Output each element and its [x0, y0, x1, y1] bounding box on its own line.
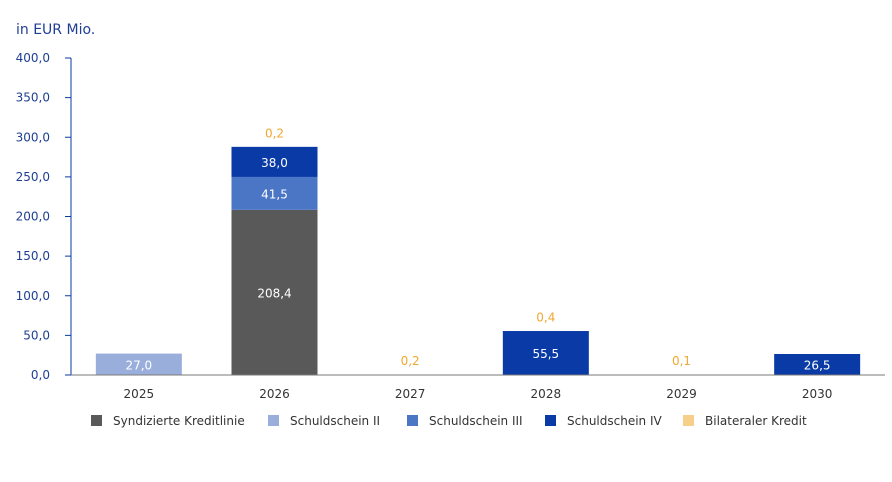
- legend-label-schuldschein-ii: Schuldschein II: [290, 414, 380, 428]
- y-tick-label: 200,0: [16, 210, 50, 224]
- legend-swatch-bilateraler-kredit: [683, 415, 694, 426]
- y-tick-label: 250,0: [16, 170, 50, 184]
- bar-syndizierte-kreditlinie-2026: [231, 209, 318, 375]
- x-tick-label: 2030: [802, 387, 833, 401]
- legend-label-bilateraler-kredit: Bilateraler Kredit: [705, 414, 807, 428]
- legend-label-schuldschein-iv: Schuldschein IV: [567, 414, 663, 428]
- x-tick-label: 2025: [124, 387, 155, 401]
- legend-swatch-schuldschein-ii: [268, 415, 279, 426]
- legend-swatch-schuldschein-iii: [407, 415, 418, 426]
- bar-schuldschein-iv-2026: [231, 146, 318, 177]
- bar-schuldschein-iv-2028: [502, 331, 589, 375]
- y-tick-label: 400,0: [16, 51, 50, 65]
- data-label-schuldschein-iii-2026: 41,5: [261, 187, 288, 201]
- data-label-schuldschein-iv-2028: 55,5: [532, 347, 559, 361]
- x-tick-label: 2029: [666, 387, 697, 401]
- y-tick-label: 0,0: [31, 368, 50, 382]
- data-label-bilateraler-kredit-2028: 0,4: [536, 311, 555, 325]
- legend-label-schuldschein-iii: Schuldschein III: [429, 414, 523, 428]
- data-label-schuldschein-iv-2026: 38,0: [261, 156, 288, 170]
- data-label-syndizierte-kreditlinie-2026: 208,4: [257, 286, 291, 300]
- data-label-bilateraler-kredit-2026: 0,2: [265, 127, 284, 141]
- bar-schuldschein-iv-2030: [774, 353, 861, 375]
- data-label-bilateraler-kredit-2029: 0,1: [672, 354, 691, 368]
- legend-swatch-schuldschein-iv: [545, 415, 556, 426]
- data-label-bilateraler-kredit-2027: 0,2: [401, 354, 420, 368]
- y-tick-label: 50,0: [23, 328, 50, 342]
- x-tick-label: 2026: [259, 387, 290, 401]
- y-tick-label: 100,0: [16, 289, 50, 303]
- bar-schuldschein-iii-2026: [231, 176, 318, 210]
- x-tick-label: 2028: [531, 387, 562, 401]
- legend-label-syndizierte-kreditlinie: Syndizierte Kreditlinie: [113, 414, 245, 428]
- y-tick-label: 350,0: [16, 91, 50, 105]
- y-tick-label: 150,0: [16, 249, 50, 263]
- x-tick-label: 2027: [395, 387, 426, 401]
- y-axis-title: in EUR Mio.: [16, 22, 95, 38]
- y-tick-label: 300,0: [16, 130, 50, 144]
- data-label-schuldschein-iv-2030: 26,5: [804, 358, 831, 372]
- bar-schuldschein-ii-2025: [95, 353, 182, 375]
- data-label-schuldschein-ii-2025: 27,0: [125, 358, 152, 372]
- legend-swatch-syndizierte-kreditlinie: [91, 415, 102, 426]
